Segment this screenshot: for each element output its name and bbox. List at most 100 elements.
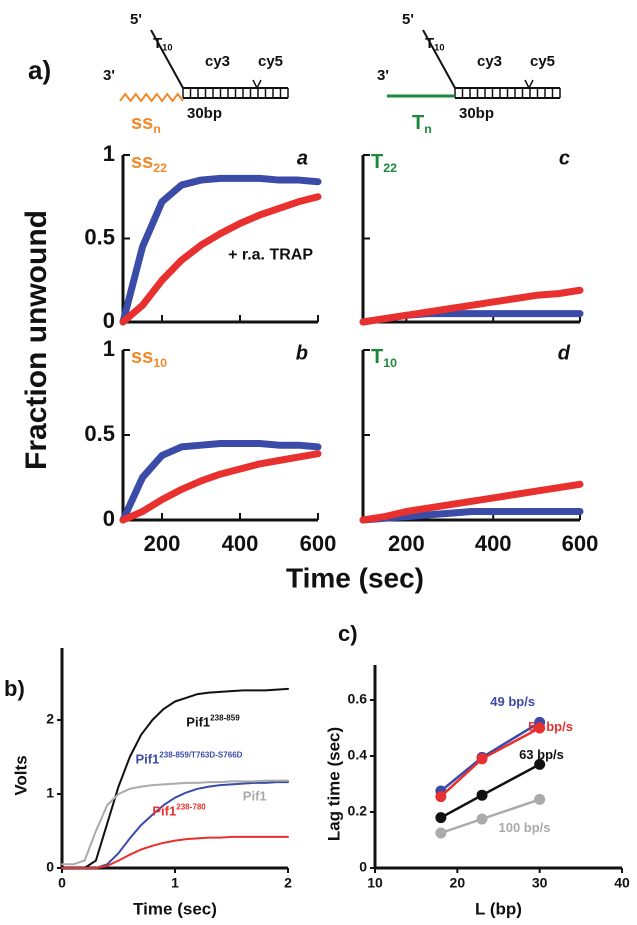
data-point [534, 722, 546, 734]
x-tick-label: 200 [144, 531, 181, 556]
series-label-main: Pif1 [152, 804, 176, 819]
series-line [61, 687, 289, 869]
y-tick-label: 0.6 [348, 691, 368, 707]
y-tick-label: 2 [46, 711, 54, 727]
y-axis-label: Fraction unwound [20, 210, 53, 470]
subplot-label-main: T [371, 346, 383, 368]
three-prime: 3' [377, 67, 389, 84]
y-tick-label: 0.5 [84, 224, 115, 249]
x-tick-label: 400 [222, 531, 259, 556]
panel-label: c) [338, 621, 358, 646]
series-label: Pif1238-859/T763D-S766D [135, 751, 242, 768]
cy3-label: cy3 [205, 53, 230, 70]
series-line [359, 286, 584, 326]
series-label-main: 63 bp/s [519, 747, 564, 762]
x-tick-label: 0 [58, 875, 66, 891]
subplot-label: T10 [371, 346, 397, 370]
series-label: 63 bp/s [519, 747, 564, 762]
subplot-letter: c [559, 147, 570, 169]
x-tick-label: 600 [300, 531, 337, 556]
y-tick-label: 1 [103, 141, 115, 166]
panel-label: a) [28, 55, 51, 85]
tail-label: T10 [425, 35, 445, 53]
y-tick-label: 0 [103, 308, 115, 333]
series-label: 100 bp/s [499, 820, 551, 835]
series-label-main: Pif1 [135, 752, 159, 767]
strand-label: Tn [412, 112, 432, 136]
x-axis-label: L (bp) [475, 899, 522, 918]
data-point [476, 753, 488, 765]
tail-label-main: T [425, 35, 434, 52]
series-label-sup: 238-859 [210, 714, 240, 723]
y-tick-label: 0 [46, 859, 54, 875]
y-tick-label: 1 [46, 785, 54, 801]
series-label: Pif1238-859 [186, 714, 240, 731]
three-prime: 3' [103, 67, 115, 84]
subplot-label: ss22 [131, 151, 167, 175]
x-axis-label: Time (sec) [286, 562, 424, 593]
data-point [476, 813, 488, 825]
x-tick-label: 1 [171, 875, 179, 891]
series-label-sup: 238-780 [176, 802, 206, 811]
x-tick-label: 30 [532, 875, 548, 891]
series-label-main: Pif1 [186, 715, 210, 730]
strand-label-main: T [412, 112, 424, 134]
series-label: Pif1 [243, 789, 267, 804]
subplot-label-sub: 22 [383, 161, 397, 175]
duplex-label: 30bp [459, 105, 494, 122]
data-point [435, 827, 447, 839]
series-line [119, 174, 322, 326]
series-line [439, 763, 541, 819]
y-tick-label: 0 [103, 506, 115, 531]
series-line [359, 480, 584, 524]
subplot-label-sub: 10 [153, 356, 167, 370]
subplot-label-main: ss [131, 346, 153, 368]
data-point [435, 812, 447, 824]
series-label-main: Pif1 [243, 789, 267, 804]
series-label-main: 50 bp/s [528, 719, 573, 734]
strand-label-main: ss [131, 112, 153, 134]
tail-label-sub: 10 [162, 43, 172, 53]
subplot-letter: a [297, 147, 308, 169]
series-line [119, 193, 322, 326]
series-line [119, 440, 322, 524]
dye-mark [524, 79, 534, 90]
tail-label: T10 [153, 35, 173, 53]
data-point [476, 789, 488, 801]
subplot-label-sub: 22 [153, 161, 167, 175]
x-tick-label: 10 [367, 875, 383, 891]
subplot-label-main: T [371, 151, 383, 173]
tail-strand [422, 29, 456, 89]
cy5-label: cy5 [530, 53, 555, 70]
y-tick-label: 0 [359, 859, 367, 875]
y-tick-label: 0.4 [348, 747, 368, 763]
cy3-label: cy3 [477, 53, 502, 70]
strand-label: ssn [131, 112, 161, 136]
series-line [119, 450, 322, 524]
series-line [61, 779, 289, 866]
subplot-letter: d [558, 342, 571, 364]
five-prime: 5' [402, 11, 414, 28]
x-tick-label: 600 [562, 531, 599, 556]
subplot-label: ss10 [131, 346, 167, 370]
series-label: 50 bp/s [528, 719, 573, 734]
ss-tail [119, 92, 184, 103]
x-tick-label: 40 [614, 875, 630, 891]
y-tick-label: 1 [103, 336, 115, 361]
x-tick-label: 20 [450, 875, 466, 891]
series-label-main: 100 bp/s [499, 820, 551, 835]
y-axis-label: Lag time (sec) [324, 727, 343, 841]
series-label-sup: 238-859/T763D-S766D [159, 751, 242, 760]
strand-label-sub: n [153, 122, 161, 136]
data-point [534, 793, 546, 805]
y-tick-label: 0.2 [348, 803, 368, 819]
tail-label-main: T [153, 35, 162, 52]
data-point [435, 791, 447, 803]
subplot-label-sub: 10 [383, 356, 397, 370]
series-line [359, 508, 584, 524]
cy5-label: cy5 [258, 53, 283, 70]
subplot-label-main: ss [131, 151, 153, 173]
duplex-label: 30bp [187, 105, 222, 122]
annotation: + r.a. TRAP [228, 246, 313, 263]
